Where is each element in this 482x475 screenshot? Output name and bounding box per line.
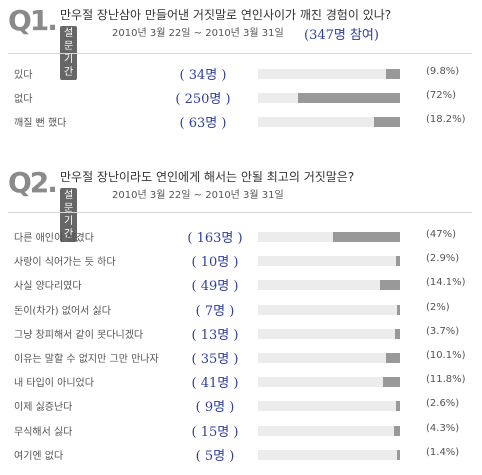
count-label: ( 10명 ) [191,255,239,271]
bar-row: 사실 양다리였다 ( 49명 ) (14.1%) [8,273,472,297]
bar-track [258,377,400,388]
count-label: ( 250명 ) [175,92,231,107]
bar-row: 없다 ( 250명 ) (72%) [8,86,472,110]
q2-period: 2010년 3월 22일 ~ 2010년 3월 31일 [112,190,284,201]
bar-track [258,401,400,412]
q2-number: Q2. [8,166,58,199]
bar [396,401,400,412]
bar-row: 그냥 창피해서 같이 못다니겠다 ( 13명 ) (3.7%) [8,322,472,346]
bar-track [258,93,400,103]
bar-row: 사랑이 식어가는 듯 하다 ( 10명 ) (2.9%) [8,249,472,273]
bar [397,304,400,315]
q2-period-badge: 설문기간 [60,188,78,242]
category-label: 사실 양다리였다 [14,281,82,293]
q1-participants: (347명 참여) [304,28,379,43]
bar-track [258,449,400,460]
percent-label: (14.1%) [426,277,466,289]
bar [379,280,400,291]
category-label: 없다 [14,94,33,105]
bar-row: 무식해서 싫다 ( 15명 ) (4.3%) [8,419,472,443]
q1-divider [8,53,472,54]
count-label: ( 15명 ) [191,424,239,440]
bar-track [258,256,400,267]
count-label: ( 49명 ) [191,279,239,295]
bar-track [258,425,400,436]
percent-label: (11.8%) [426,374,466,386]
bar-track [258,69,400,79]
percent-label: (1.4%) [426,446,460,458]
percent-label: (72%) [426,90,457,101]
bar-row: 있다 ( 34명 ) (9.8%) [8,62,472,86]
bar [374,117,400,127]
percent-label: (2.9%) [426,253,460,265]
category-label: 깨질 뻔 했다 [14,118,67,129]
bar [383,377,400,388]
count-label: ( 13명 ) [191,327,239,343]
count-label: ( 7명 ) [195,303,235,319]
bar [395,256,400,267]
bar-track [258,353,400,363]
category-label: 돈이(차가) 없어서 싫다 [14,305,111,317]
bar [333,232,400,242]
count-label: ( 41명 ) [191,376,239,392]
category-label: 내 타입이 아니었다 [14,378,94,390]
percent-label: (10.1%) [426,350,466,361]
bar-track [258,304,400,315]
category-label: 다른 애인이 생겼다 [14,233,94,244]
percent-label: (4.3%) [426,422,460,434]
count-label: ( 9명 ) [195,400,235,416]
bar [386,69,400,79]
count-label: ( 35명 ) [191,352,239,367]
category-label: 그냥 창피해서 같이 못다니겠다 [14,329,144,341]
percent-label: (2%) [426,301,450,313]
q1-title: 만우절 장난삼아 만들어낸 거짓말로 연인사이가 깨진 경험이 있나? [60,8,392,22]
bar-track [258,117,400,127]
count-label: ( 63명 ) [179,116,227,131]
category-label: 무식해서 싫다 [14,426,73,438]
bar [397,449,400,460]
q2-title: 만우절 장난이라도 연인에게 해서는 안될 최고의 거짓말은? [60,170,355,184]
q1-number: Q1. [8,4,58,37]
category-label: 이유는 말할 수 없지만 그만 만나자 [14,354,159,365]
bar-track [258,232,400,242]
percent-label: (18.2%) [426,114,466,125]
count-label: ( 5명 ) [195,448,235,464]
bar-track [258,328,400,339]
bar [393,425,400,436]
q1-period: 2010년 3월 22일 ~ 2010년 3월 31일 [112,28,284,39]
percent-label: (3.7%) [426,325,460,337]
q2-divider [8,212,472,213]
bar-row: 다른 애인이 생겼다 ( 163명 ) (47%) [8,225,472,249]
category-label: 있다 [14,70,33,81]
category-label: 이제 싫증난다 [14,402,73,414]
category-label: 여기엔 없다 [14,450,64,462]
bar [385,353,400,363]
bar-track [258,280,400,291]
count-label: ( 34명 ) [179,68,227,83]
bar [394,328,400,339]
bar-row: 돈이(차가) 없어서 싫다 ( 7명 ) (2%) [8,298,472,322]
category-label: 사랑이 식어가는 듯 하다 [14,257,116,269]
bar-row: 깨질 뻔 했다 ( 63명 ) (18.2%) [8,110,472,134]
percent-label: (2.6%) [426,398,460,410]
bar [297,93,400,103]
percent-label: (47%) [426,229,457,240]
count-label: ( 163명 ) [187,231,243,246]
bar-row: 여기엔 없다 ( 5명 ) (1.4%) [8,443,472,467]
percent-label: (9.8%) [426,66,460,77]
bar-row: 이유는 말할 수 없지만 그만 만나자 ( 35명 ) (10.1%) [8,346,472,370]
bar-row: 이제 싫증난다 ( 9명 ) (2.6%) [8,394,472,418]
bar-row: 내 타입이 아니었다 ( 41명 ) (11.8%) [8,370,472,394]
